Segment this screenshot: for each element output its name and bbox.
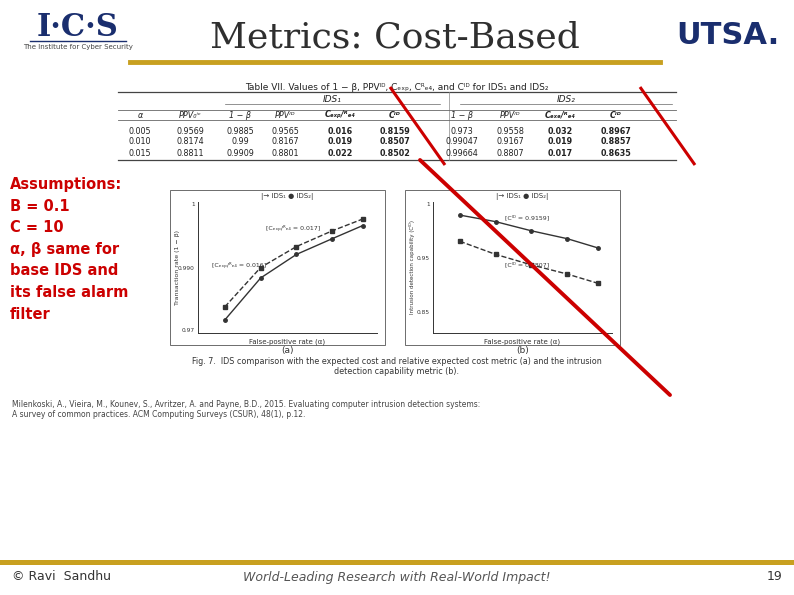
Text: 0.990: 0.990	[178, 265, 195, 271]
Text: Milenkoski, A., Vieira, M., Kounev, S., Avritzer, A. and Payne, B.D., 2015. Eval: Milenkoski, A., Vieira, M., Kounev, S., …	[12, 400, 480, 419]
Text: (b): (b)	[516, 346, 529, 355]
Text: 0.019: 0.019	[327, 137, 353, 146]
Text: 1 − β: 1 − β	[229, 111, 251, 120]
Text: World-Leading Research with Real-World Impact!: World-Leading Research with Real-World I…	[243, 571, 551, 584]
Text: I·C·S: I·C·S	[37, 11, 119, 42]
Text: 0.95: 0.95	[417, 255, 430, 261]
Text: 0.9909: 0.9909	[226, 149, 254, 158]
Text: 0.9558: 0.9558	[496, 127, 524, 136]
Text: 0.010: 0.010	[129, 137, 151, 146]
Text: 0.9569: 0.9569	[176, 127, 204, 136]
Text: PPVᴵᴰ: PPVᴵᴰ	[499, 111, 520, 120]
Text: IDS₂: IDS₂	[557, 96, 576, 105]
Text: 1: 1	[426, 202, 430, 206]
Text: 0.99664: 0.99664	[445, 149, 478, 158]
Text: PPV₀ⁱᶜ: PPV₀ⁱᶜ	[179, 111, 202, 120]
Text: 0.85: 0.85	[417, 311, 430, 315]
Text: 0.8507: 0.8507	[380, 137, 410, 146]
Text: © Ravi  Sandhu: © Ravi Sandhu	[12, 571, 111, 584]
Text: Cₑₓₔ/ᴿₑ₄: Cₑₓₔ/ᴿₑ₄	[545, 111, 576, 120]
Text: 0.022: 0.022	[327, 149, 353, 158]
Text: [Cₑₓₚ/ᴿₑ₄ = 0.017]: [Cₑₓₚ/ᴿₑ₄ = 0.017]	[266, 225, 320, 231]
Text: False-positive rate (α): False-positive rate (α)	[484, 339, 561, 345]
Text: 0.9167: 0.9167	[496, 137, 524, 146]
Text: Intrusion detection capability (Cᴵᴰ): Intrusion detection capability (Cᴵᴰ)	[409, 221, 415, 315]
Text: Cᴵᴰ: Cᴵᴰ	[610, 111, 622, 120]
Text: 1: 1	[191, 202, 195, 206]
Text: False-positive rate (α): False-positive rate (α)	[249, 339, 326, 345]
Text: 0.973: 0.973	[451, 127, 473, 136]
Text: α: α	[137, 111, 143, 120]
Text: Cₑₓₚ/ᴿₑ₄: Cₑₓₚ/ᴿₑ₄	[325, 111, 356, 120]
Text: 0.015: 0.015	[129, 149, 152, 158]
Text: 0.9885: 0.9885	[226, 127, 254, 136]
Text: PPVᴵᴰ: PPVᴵᴰ	[275, 111, 295, 120]
Text: 0.032: 0.032	[547, 127, 572, 136]
Text: 1 − β: 1 − β	[451, 111, 473, 120]
Text: Cᴵᴰ: Cᴵᴰ	[389, 111, 401, 120]
Text: 0.9565: 0.9565	[271, 127, 299, 136]
Text: [Cₑₓₚ/ᴿₑ₄ = 0.016]: [Cₑₓₚ/ᴿₑ₄ = 0.016]	[212, 262, 267, 268]
Text: 0.8801: 0.8801	[272, 149, 299, 158]
Text: 0.019: 0.019	[547, 137, 572, 146]
Text: 0.017: 0.017	[547, 149, 572, 158]
Text: 0.8967: 0.8967	[600, 127, 631, 136]
Text: 0.016: 0.016	[327, 127, 353, 136]
Text: 0.99047: 0.99047	[445, 137, 479, 146]
FancyBboxPatch shape	[405, 190, 620, 345]
Text: Metrics: Cost-Based: Metrics: Cost-Based	[210, 20, 580, 54]
Text: 0.99: 0.99	[231, 137, 249, 146]
Text: 0.8635: 0.8635	[600, 149, 631, 158]
Text: IDS₁: IDS₁	[323, 96, 342, 105]
Text: 0.8174: 0.8174	[176, 137, 204, 146]
Text: 0.8167: 0.8167	[272, 137, 299, 146]
Text: UTSA.: UTSA.	[676, 20, 780, 49]
Text: [Cᴵᴰ = 0.8807]: [Cᴵᴰ = 0.8807]	[505, 262, 549, 268]
Text: 0.8502: 0.8502	[380, 149, 410, 158]
Text: 19: 19	[766, 571, 782, 584]
Text: 0.8807: 0.8807	[496, 149, 524, 158]
FancyBboxPatch shape	[0, 560, 794, 565]
Text: The Institute for Cyber Security: The Institute for Cyber Security	[23, 44, 133, 50]
Text: [Cᴵᴰ = 0.9159]: [Cᴵᴰ = 0.9159]	[505, 215, 549, 221]
Text: |→ IDS₁ ● IDS₂|: |→ IDS₁ ● IDS₂|	[261, 193, 314, 199]
Text: 0.005: 0.005	[129, 127, 152, 136]
Text: Fig. 7.  IDS comparison with the expected cost and relative expected cost metric: Fig. 7. IDS comparison with the expected…	[192, 357, 602, 377]
Text: 0.8811: 0.8811	[176, 149, 204, 158]
FancyBboxPatch shape	[170, 190, 385, 345]
Text: 0.8159: 0.8159	[380, 127, 410, 136]
Text: Assumptions:
B = 0.1
C = 10
α, β same for
base IDS and
its false alarm
filter: Assumptions: B = 0.1 C = 10 α, β same fo…	[10, 177, 129, 322]
Text: Table VII. Values of 1 − β, PPVᴵᴰ, Cₑₓₚ, Cᴿₑ₄, and Cᴵᴰ for IDS₁ and IDS₂: Table VII. Values of 1 − β, PPVᴵᴰ, Cₑₓₚ,…	[245, 83, 549, 92]
Text: |→ IDS₁ ● IDS₂|: |→ IDS₁ ● IDS₂|	[496, 193, 549, 199]
Text: 0.8857: 0.8857	[600, 137, 631, 146]
Text: Transaction rate (1 − β): Transaction rate (1 − β)	[175, 230, 179, 305]
Text: 0.97: 0.97	[182, 328, 195, 334]
Text: (a): (a)	[281, 346, 294, 355]
